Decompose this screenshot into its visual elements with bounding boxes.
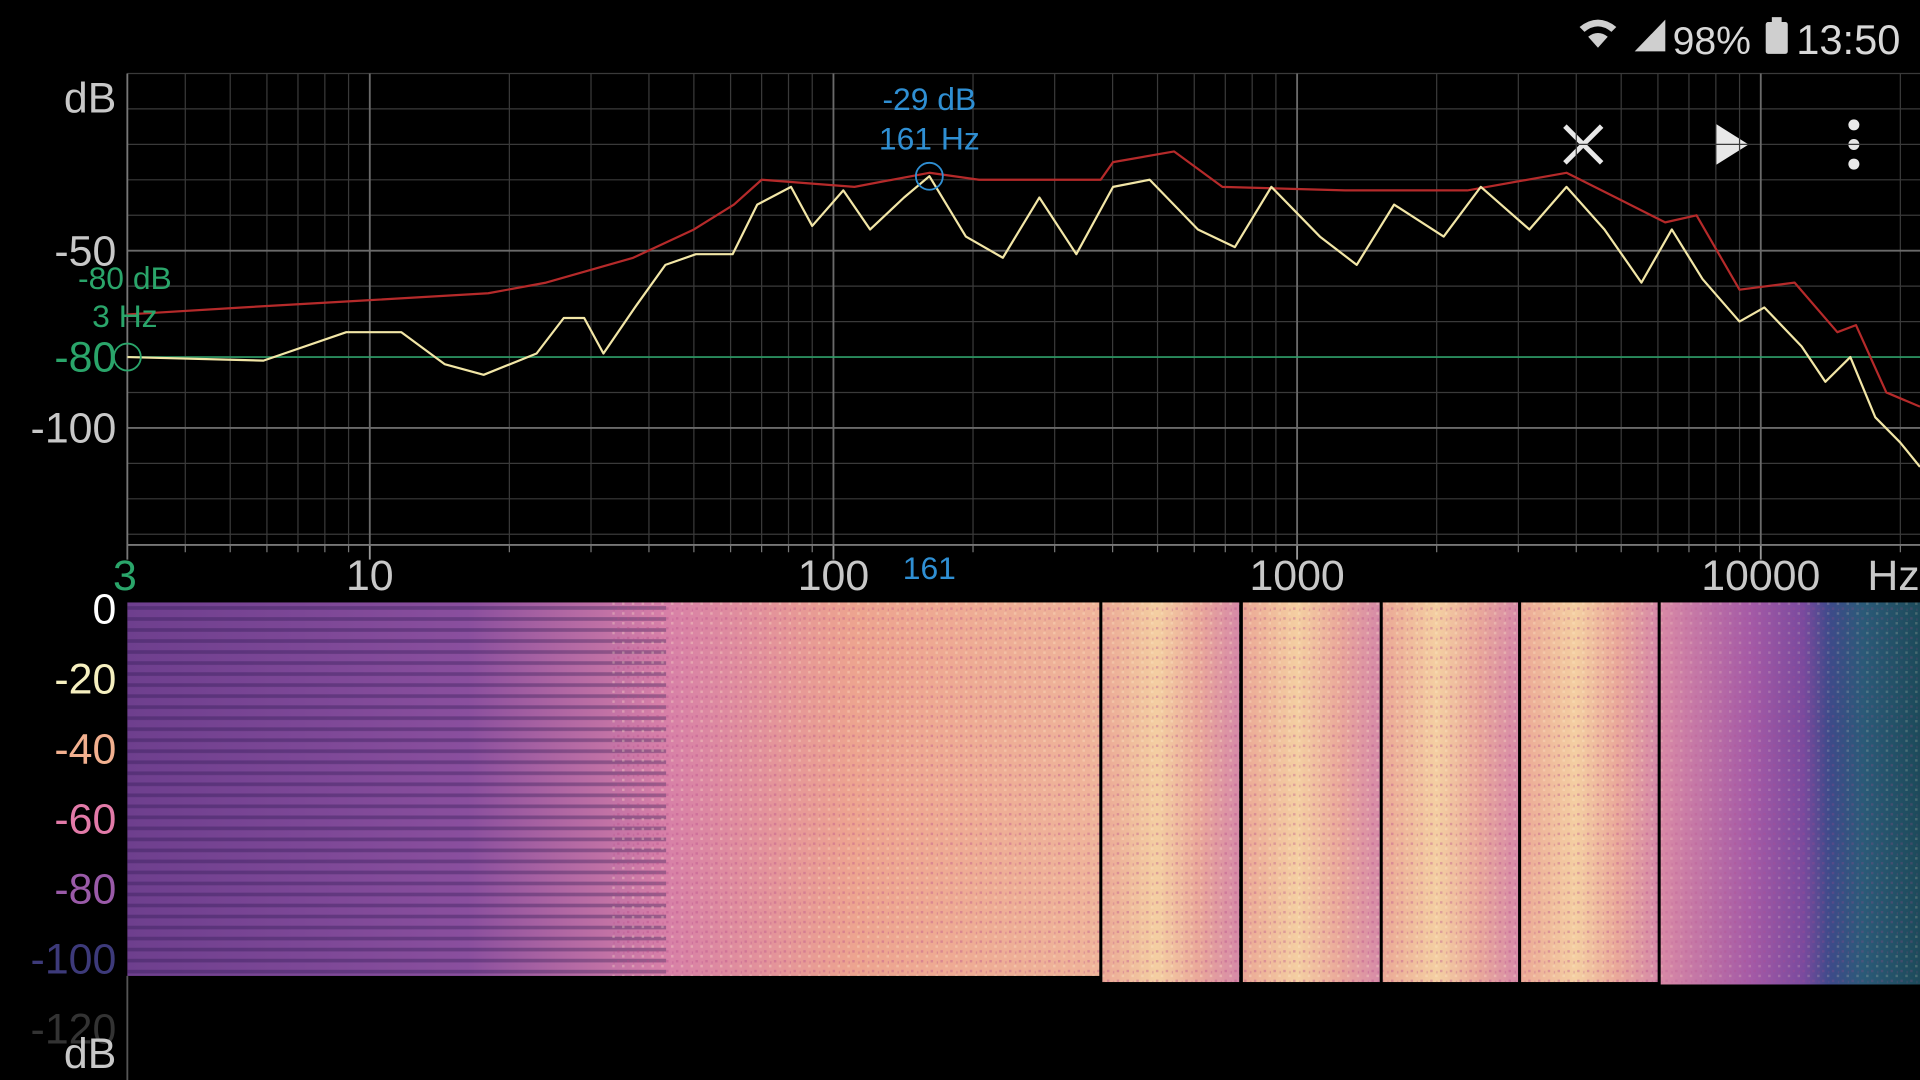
cursor-y-tick: -80 xyxy=(54,334,116,382)
spectrogram-texture xyxy=(1660,602,1920,985)
spectrogram-texture xyxy=(127,602,667,976)
cursor-marker xyxy=(112,342,142,372)
scale-unit: dB xyxy=(64,1030,116,1078)
battery-tip xyxy=(1771,17,1782,24)
battery-level: 98% xyxy=(1673,20,1751,63)
scale-label: -20 xyxy=(54,655,116,703)
peak-x-label: 161 Hz xyxy=(879,120,980,156)
spectrogram xyxy=(126,602,1920,1080)
clock: 13:50 xyxy=(1796,16,1900,63)
x-tick-label: 10 xyxy=(346,552,394,600)
cursor-x-tick: 3 xyxy=(113,552,137,600)
peak-x-tick: 161 xyxy=(903,550,956,586)
spectrum-plot: 10 100 1000 10000 -50 -100 dB Hz -80 dB3 Hz-80 3 -… xyxy=(31,72,1920,600)
menu-dot[interactable] xyxy=(1848,158,1860,170)
menu-dot[interactable] xyxy=(1848,119,1860,131)
wifi-icon xyxy=(1579,19,1617,32)
cursor-y-label: -80 dB xyxy=(78,260,172,296)
x-tick-label: 100 xyxy=(798,552,869,600)
spectrogram-texture xyxy=(612,602,1100,976)
y-tick-label: -50 xyxy=(54,227,116,275)
scale-label: -80 xyxy=(54,865,116,913)
wifi-icon-core xyxy=(1588,33,1608,48)
scale-label: -120 xyxy=(31,1006,117,1054)
peak-y-label: -29 dB xyxy=(882,81,976,117)
x-unit: Hz xyxy=(1867,552,1919,600)
signal-icon xyxy=(1634,19,1666,52)
cursor-x-label: 3 Hz xyxy=(92,298,157,334)
spectrum-line xyxy=(127,175,1920,468)
peak-marker xyxy=(914,161,944,191)
x-tick-label: 10000 xyxy=(1701,552,1820,600)
status-icons xyxy=(1579,17,1788,54)
battery-icon xyxy=(1765,22,1788,54)
scale-label: -60 xyxy=(54,795,116,843)
y-tick-label: -100 xyxy=(31,405,117,453)
scale-label: 0 xyxy=(92,585,116,633)
scale-label: -40 xyxy=(54,725,116,773)
x-tick-label: 1000 xyxy=(1249,552,1344,600)
spectrum-line xyxy=(127,150,1920,408)
scale-label: -100 xyxy=(31,935,117,983)
y-unit: dB xyxy=(64,75,116,123)
